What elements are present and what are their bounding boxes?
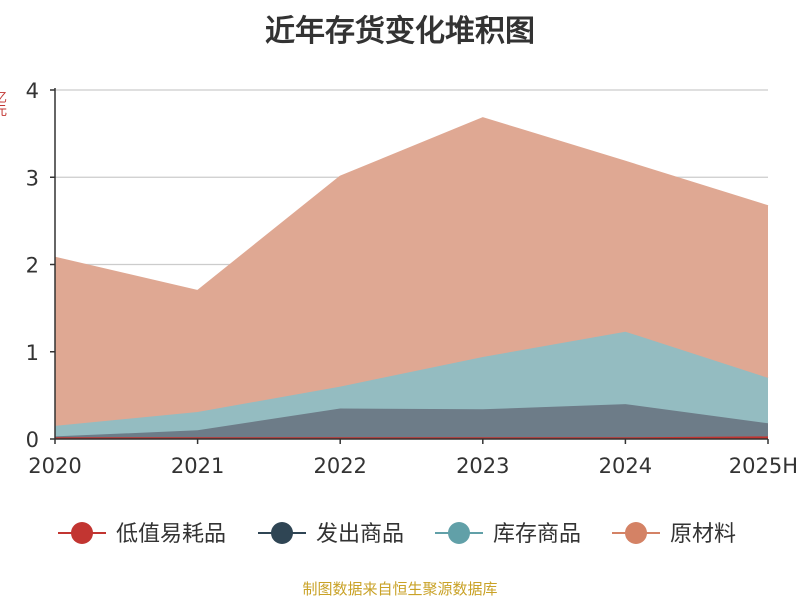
legend-label: 发出商品 xyxy=(316,522,404,547)
area-2 xyxy=(55,404,768,438)
legend-label: 原材料 xyxy=(670,522,736,547)
x-tick-label: 2023 xyxy=(456,454,509,478)
area-4 xyxy=(55,117,768,426)
chart-title: 近年存货变化堆积图 xyxy=(265,14,535,49)
legend-label: 低值易耗品 xyxy=(116,522,226,547)
legend-item[interactable]: 低值易耗品 xyxy=(58,522,226,547)
y-axis-label: 亿元 xyxy=(0,91,8,119)
legend-marker xyxy=(625,522,647,544)
legend-item[interactable]: 发出商品 xyxy=(258,522,404,547)
y-tick-label: 1 xyxy=(26,341,39,365)
area-3 xyxy=(55,331,768,437)
y-tick-label: 2 xyxy=(26,254,39,278)
y-tick-label: 4 xyxy=(26,79,39,103)
legend[interactable]: 低值易耗品 发出商品 库存商品 原材料 xyxy=(58,522,736,547)
area-line-4 xyxy=(54,117,769,292)
y-tick-label: 0 xyxy=(26,428,39,452)
area-series xyxy=(54,117,769,439)
data-source-note: 制图数据来自恒生聚源数据库 xyxy=(302,580,498,598)
legend-marker xyxy=(448,522,470,544)
x-tick-label: 2024 xyxy=(599,454,652,478)
y-tick-label: 3 xyxy=(26,166,39,190)
legend-marker xyxy=(271,522,293,544)
x-tick-label: 2025H xyxy=(729,454,798,478)
x-tick-label: 2021 xyxy=(171,454,224,478)
legend-label: 库存商品 xyxy=(493,522,581,547)
legend-marker xyxy=(71,522,93,544)
legend-item[interactable]: 原材料 xyxy=(612,522,736,547)
legend-item[interactable]: 库存商品 xyxy=(435,522,581,547)
axes: 0 1 2 3 4 2020 2021 2022 2023 2024 2025H xyxy=(26,79,798,478)
x-tick-label: 2022 xyxy=(313,454,366,478)
x-tick-label: 2020 xyxy=(28,454,81,478)
